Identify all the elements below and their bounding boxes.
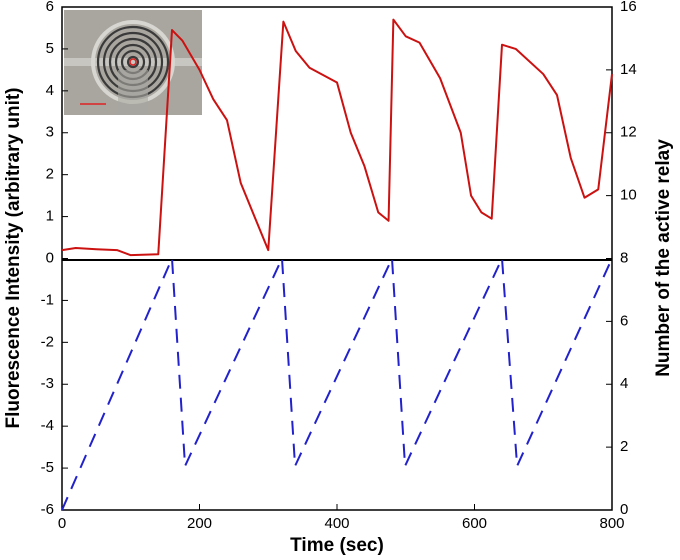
x-tick-label: 400	[324, 515, 349, 532]
y2-tick-label: 0	[620, 501, 628, 518]
y2-tick-label: 4	[620, 375, 628, 392]
y-tick-label: 3	[46, 124, 54, 141]
y2-tick-label: 14	[620, 61, 637, 78]
inset-image	[64, 10, 202, 115]
y-tick-label: -3	[41, 375, 54, 392]
y-tick-label: 4	[46, 82, 54, 99]
y2-tick-label: 10	[620, 187, 637, 204]
y2-tick-label: 6	[620, 312, 628, 329]
y-tick-label: -2	[41, 333, 54, 350]
y-tick-label: -6	[41, 501, 54, 518]
y2-tick-label: 12	[620, 124, 637, 141]
x-axis-title: Time (sec)	[290, 535, 384, 556]
y2-axis-title: Number of the active relay	[653, 139, 674, 377]
y-tick-label: -5	[41, 459, 54, 476]
y-tick-label: 0	[46, 249, 54, 266]
y-tick-label: -1	[41, 291, 54, 308]
y-tick-label: 1	[46, 208, 54, 225]
x-tick-label: 600	[462, 515, 487, 532]
y-axis-title: Fluorescence Intensity (arbitrary unit)	[3, 87, 24, 428]
y2-tick-label: 16	[620, 0, 637, 15]
y2-tick-label: 2	[620, 438, 628, 455]
x-tick-label: 0	[58, 515, 66, 532]
y-tick-label: -4	[41, 417, 54, 434]
y-tick-label: 2	[46, 166, 54, 183]
series-line	[61, 257, 613, 511]
y2-tick-label: 8	[620, 249, 628, 266]
series-line	[61, 18, 613, 257]
y-tick-label: 5	[46, 40, 54, 57]
y-tick-label: 6	[46, 0, 54, 15]
x-tick-label: 200	[187, 515, 212, 532]
x-tick-label: 800	[599, 515, 624, 532]
